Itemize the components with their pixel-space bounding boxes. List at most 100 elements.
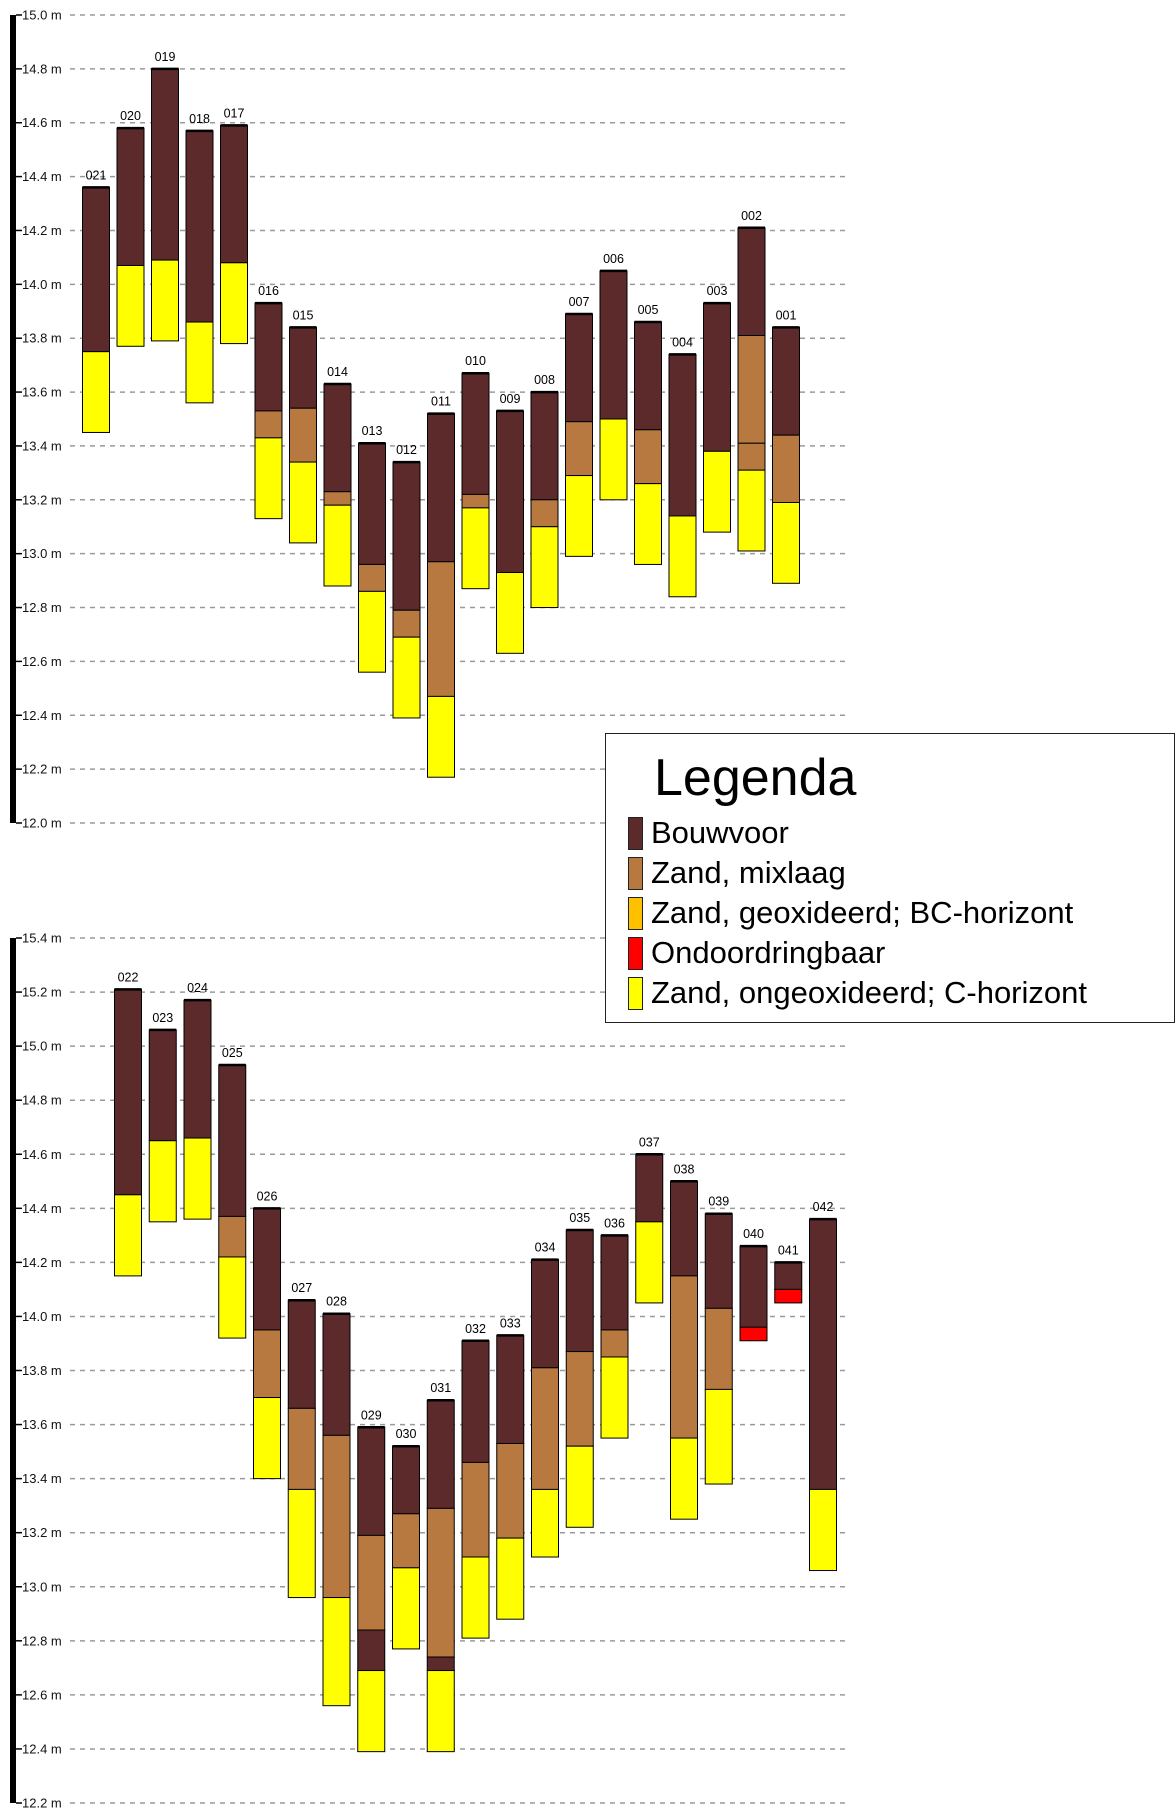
profile-label: 013: [362, 424, 383, 438]
layer-onge: [82, 351, 110, 433]
layer-onge: [668, 515, 697, 598]
layer-onge: [599, 418, 628, 501]
layer-mix: [530, 499, 559, 528]
profile-label: 011: [431, 395, 451, 409]
y-tick-label: 12.0 m: [22, 816, 62, 831]
layer-bouwvoor: [116, 127, 145, 266]
y-tick-label: 12.6 m: [22, 1687, 62, 1702]
legend-label-bouwvoor: Bouwvoor: [651, 815, 789, 850]
layer-mix: [565, 421, 593, 477]
y-tick-label: 14.6 m: [22, 1147, 62, 1162]
layer-onge: [461, 1556, 490, 1639]
profile-label: 028: [326, 1295, 347, 1309]
layer-onge: [114, 1194, 142, 1277]
layer-bouwvoor: [703, 302, 731, 452]
layer-onge: [565, 1445, 594, 1528]
profile-label: 039: [708, 1195, 729, 1209]
layer-bouwvoor: [496, 410, 524, 574]
layer-bouwvoor: [218, 1064, 247, 1217]
y-tick-label: 14.8 m: [22, 61, 62, 76]
profile-label: 008: [534, 373, 555, 387]
layer-ondoor: [739, 1326, 768, 1342]
layer-bouwvoor: [772, 326, 800, 436]
profile-label: 035: [569, 1211, 590, 1225]
layer-bouwvoor: [253, 1207, 281, 1331]
layer-bouwvoor: [357, 1629, 386, 1672]
layer-bouwvoor: [323, 383, 352, 493]
layer-onge: [289, 461, 317, 544]
y-tick-label: 15.0 m: [22, 8, 62, 23]
profile-label: 012: [396, 443, 417, 457]
layer-bouwvoor: [565, 1229, 594, 1353]
profile-label: 032: [465, 1322, 486, 1336]
layer-bouwvoor: [82, 186, 110, 353]
layer-onge: [254, 437, 283, 520]
profile-label: 020: [120, 109, 141, 123]
layer-onge: [185, 321, 214, 404]
layer-bouwvoor: [496, 1334, 525, 1444]
y-tick-label: 12.2 m: [22, 1796, 62, 1809]
legend-swatch-ondoordringbaar: [628, 936, 643, 970]
profile-label: 007: [569, 295, 590, 309]
y-tick-label: 13.8 m: [22, 331, 62, 346]
profile-label: 016: [258, 284, 279, 298]
layer-mix: [634, 429, 662, 485]
layer-mix: [253, 1329, 281, 1399]
layer-onge: [461, 507, 490, 590]
y-tick-label: 12.4 m: [22, 1741, 62, 1756]
layer-bouwvoor: [322, 1313, 351, 1436]
legend-item-geoxideerd: Zand, geoxideerd; BC-horizont: [628, 893, 1073, 933]
legend-item-ongeoxideerd: Zand, ongeoxideerd; C-horizont: [628, 973, 1087, 1013]
profile-label: 041: [778, 1243, 799, 1257]
layer-onge: [323, 504, 352, 587]
layer-onge: [530, 526, 559, 609]
legend-item-ondoordringbaar: Ondoordringbaar: [628, 933, 885, 973]
profile-label: 009: [500, 392, 521, 406]
layer-bouwvoor: [220, 124, 248, 264]
legend-item-bouwvoor: Bouwvoor: [628, 813, 789, 853]
layer-bouwvoor: [531, 1259, 559, 1369]
layer-onge: [253, 1397, 281, 1480]
layer-onge: [704, 1388, 733, 1485]
layer-onge: [565, 475, 593, 557]
layer-onge: [322, 1597, 351, 1707]
profile-label: 042: [813, 1200, 834, 1214]
legend-label-geoxideerd: Zand, geoxideerd; BC-horizont: [651, 895, 1074, 930]
y-tick-label: 12.4 m: [22, 708, 62, 723]
layer-bouwvoor: [774, 1261, 803, 1290]
layer-mix: [392, 609, 421, 638]
profile-label: 026: [257, 1189, 278, 1203]
layer-onge: [809, 1488, 837, 1572]
legend-swatch-ongeoxideerd: [628, 976, 643, 1010]
layer-onge: [116, 264, 145, 347]
layer-onge: [531, 1488, 559, 1558]
profile-label: 040: [743, 1227, 764, 1241]
layer-onge: [392, 636, 421, 719]
layer-mix: [289, 407, 317, 463]
layer-bouwvoor: [287, 1299, 316, 1409]
profile-label: 038: [674, 1162, 695, 1176]
layer-onge: [218, 1256, 247, 1339]
layer-bouwvoor: [600, 1234, 629, 1331]
layer-mix: [772, 434, 800, 503]
layer-bouwvoor: [670, 1180, 698, 1277]
layer-mix: [254, 410, 283, 439]
y-tick-label: 14.2 m: [22, 1255, 62, 1270]
profile-label: 030: [396, 1427, 417, 1441]
layer-bouwvoor: [289, 326, 317, 409]
y-axis-bar: [10, 15, 16, 823]
profile-label: 003: [707, 284, 728, 298]
profile-label: 024: [187, 981, 208, 995]
layer-bouwvoor: [392, 461, 421, 611]
legend-label-ondoordringbaar: Ondoordringbaar: [651, 935, 886, 970]
y-tick-label: 12.2 m: [22, 762, 62, 777]
layer-mix: [704, 1307, 733, 1390]
layer-mix: [600, 1329, 629, 1358]
layer-bouwvoor: [392, 1445, 420, 1515]
y-tick-label: 12.8 m: [22, 600, 62, 615]
y-tick-label: 13.0 m: [22, 1579, 62, 1594]
layer-bouwvoor: [254, 302, 283, 412]
layer-bouwvoor: [426, 1399, 455, 1509]
y-axis-bar: [10, 938, 16, 1803]
